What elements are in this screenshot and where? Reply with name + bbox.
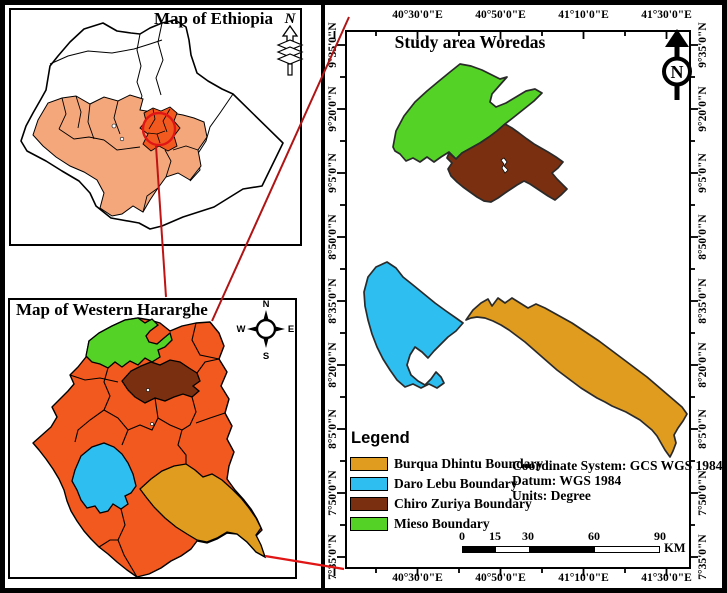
study-north-arrow-icon: N <box>662 29 692 100</box>
projection-info: Coordinate System: GCS WGS 1984 Datum: W… <box>512 458 723 503</box>
ethiopia-north-arrow-icon: N <box>276 11 304 76</box>
mieso-swatch <box>350 517 388 531</box>
svg-text:S: S <box>263 351 269 362</box>
mieso-boundary <box>392 63 543 163</box>
axis-label-bottom: 41°30'0"E <box>641 572 692 584</box>
svg-text:W: W <box>237 324 246 335</box>
axis-label-top: 40°50'0"E <box>475 9 526 21</box>
scale-unit: KM <box>664 541 686 555</box>
axis-label-left: 7°35'0"N <box>327 534 339 580</box>
daro-lebu-boundary <box>363 261 464 389</box>
legend-title: Legend <box>351 429 410 447</box>
svg-text:N: N <box>284 11 297 27</box>
compass-rose-icon: N W E S <box>237 299 295 362</box>
west-hararghe-title: Map of Western Hararghe <box>16 300 208 319</box>
axis-label-right: 9°20'0"N <box>697 86 709 132</box>
axis-label-right: 8°20'0"N <box>697 342 709 388</box>
scale-30: 30 <box>522 529 534 543</box>
scale-90: 90 <box>654 529 666 543</box>
datum: Datum: WGS 1984 <box>512 473 622 488</box>
scale-0: 0 <box>459 529 465 543</box>
axis-label-right: 9°5'0"N <box>697 153 709 193</box>
ethiopia-title: Map of Ethiopia <box>154 9 274 28</box>
axis-label-top: 41°30'0"E <box>641 9 692 21</box>
study-area-title: Study area Woredas <box>394 32 546 52</box>
axis-label-left: 9°35'0"N <box>327 22 339 68</box>
axis-label-right: 7°35'0"N <box>697 534 709 580</box>
daro-lebu-swatch <box>350 477 388 491</box>
axis-label-left: 7°50'0"N <box>327 470 339 516</box>
scale-60: 60 <box>588 529 600 543</box>
axis-label-bottom: 40°30'0"E <box>392 572 443 584</box>
axis-label-left: 8°5'0"N <box>327 409 339 449</box>
axis-label-bottom: 40°50'0"E <box>475 572 526 584</box>
axis-label-right: 9°35'0"N <box>697 22 709 68</box>
coordinate-system: Coordinate System: GCS WGS 1984 <box>512 458 723 473</box>
axis-label-right: 8°50'0"N <box>697 214 709 260</box>
axis-label-left: 9°5'0"N <box>327 153 339 193</box>
ethiopia-map <box>20 19 284 230</box>
legend-label: Chiro Zuriya Boundary <box>394 496 532 511</box>
west-hararghe-zone-cluster <box>139 106 181 152</box>
legend-label: Burqua Dhintu Boundary <box>394 456 544 471</box>
axis-label-bottom: 41°10'0"E <box>558 572 609 584</box>
svg-text:N: N <box>263 299 270 310</box>
hararghe-chiro-zuriya <box>121 359 201 404</box>
panel-divider <box>321 0 325 593</box>
axis-label-right: 7°50'0"N <box>697 470 709 516</box>
hararghe-daro-lebu <box>71 442 137 514</box>
hararghe-mieso <box>85 317 173 369</box>
legend-label: Mieso Boundary <box>394 516 490 531</box>
burqua-dhintu-swatch <box>350 457 388 471</box>
axis-label-left: 8°35'0"N <box>327 278 339 324</box>
svg-text:E: E <box>288 324 294 335</box>
legend-label: Daro Lebu Boundary <box>394 476 518 491</box>
west-hararghe-map <box>32 317 267 578</box>
burqua-dhintu-boundary <box>465 297 688 458</box>
study-area-map <box>363 63 688 458</box>
axis-label-left: 9°20'0"N <box>327 86 339 132</box>
axis-label-top: 40°30'0"E <box>392 9 443 21</box>
axis-label-left: 8°50'0"N <box>327 214 339 260</box>
units: Units: Degree <box>512 488 591 503</box>
hararghe-burqua-dhintu <box>139 463 267 559</box>
chiro-zuriya-swatch <box>350 497 388 511</box>
axis-label-left: 8°20'0"N <box>327 342 339 388</box>
scale-bar <box>462 546 660 553</box>
chiro-zuriya-boundary <box>446 123 568 203</box>
axis-label-right: 8°35'0"N <box>697 278 709 324</box>
axis-label-right: 8°5'0"N <box>697 409 709 449</box>
scale-15: 15 <box>489 529 501 543</box>
svg-text:N: N <box>671 62 684 82</box>
axis-label-top: 41°10'0"E <box>558 9 609 21</box>
